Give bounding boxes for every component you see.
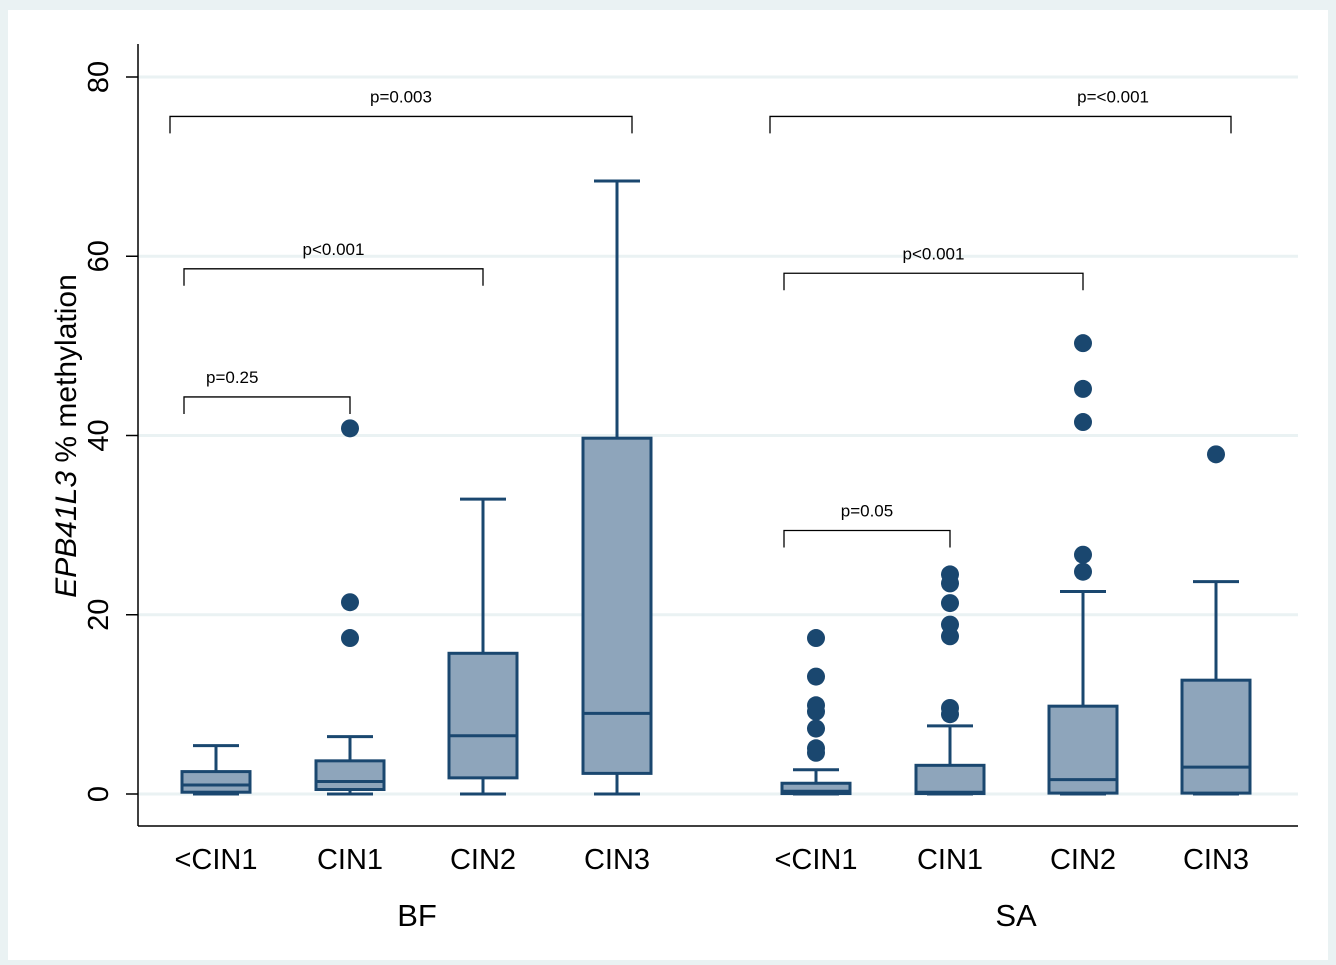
outlier-point <box>941 594 959 613</box>
outlier-point <box>807 629 825 648</box>
outlier-point <box>1074 334 1092 353</box>
outlier-point <box>807 667 825 686</box>
p-value-label: p=0.003 <box>370 87 432 106</box>
box-iqr <box>447 651 519 780</box>
box-iqr <box>314 759 386 792</box>
outlier-point <box>941 615 959 634</box>
boxes: <CIN1 CIN1 CIN2 CIN3 BF <CIN1 CIN1 CIN2 CIN3 SA <box>174 179 1252 933</box>
outlier-point <box>1207 445 1225 464</box>
outlier-point <box>1074 413 1092 432</box>
x-category-label: CIN2 <box>1050 844 1116 876</box>
outlier-point <box>807 719 825 738</box>
x-category-label: CIN1 <box>917 844 983 876</box>
outlier-point <box>341 629 359 648</box>
y-axis-label-unit: % methylation <box>50 274 83 471</box>
x-category-label: CIN2 <box>450 844 516 876</box>
outlier-point <box>807 696 825 715</box>
inner-background <box>8 10 1328 960</box>
box-iqr <box>581 436 653 775</box>
p-value-bracket <box>183 396 351 414</box>
y-axis-label: EPB41L3 % methylation <box>50 274 83 598</box>
p-value-annotations: p=0.003 p<0.001 p=0.25 p=<0.001 p<0.001 p=0.0… <box>169 87 1232 548</box>
p-value-label: p<0.001 <box>303 240 365 259</box>
y-tick-label: 40 <box>83 419 115 451</box>
axes: 0 20 40 60 80 <box>83 44 1298 827</box>
x-category-label: CIN3 <box>584 844 650 876</box>
p-value-label: p=<0.001 <box>1077 87 1149 106</box>
y-tick-label: 60 <box>83 240 115 272</box>
p-value-bracket <box>169 115 633 134</box>
box-iqr <box>914 763 986 796</box>
outlier-point <box>341 419 359 438</box>
x-group-label: SA <box>995 898 1037 933</box>
x-category-label: CIN3 <box>1183 844 1249 876</box>
outlier-point <box>941 698 959 717</box>
p-value-bracket <box>769 115 1232 134</box>
outlier-point <box>341 593 359 612</box>
outlier-point <box>807 739 825 758</box>
outlier-point <box>1074 545 1092 564</box>
y-tick-label: 80 <box>83 61 115 93</box>
p-value-label: p=0.25 <box>206 368 258 387</box>
y-tick-label: 0 <box>83 786 115 802</box>
box-iqr <box>1180 678 1252 795</box>
box-iqr <box>180 770 252 794</box>
x-group-label: BF <box>397 898 437 933</box>
y-tick-label: 20 <box>83 599 115 631</box>
outlier-point <box>941 565 959 584</box>
p-value-bracket <box>783 272 1084 291</box>
y-axis-label-gene: EPB41L3 <box>50 471 83 598</box>
x-category-label: <CIN1 <box>774 844 857 876</box>
box-iqr <box>780 781 852 796</box>
x-category-label: <CIN1 <box>174 844 257 876</box>
p-value-label: p<0.001 <box>903 244 965 263</box>
outlier-point <box>1074 562 1092 581</box>
outlier-point <box>1074 379 1092 398</box>
x-category-label: CIN1 <box>317 844 383 876</box>
p-value-label: p=0.05 <box>841 502 893 521</box>
p-value-bracket <box>783 529 951 548</box>
p-value-bracket <box>183 268 484 286</box>
